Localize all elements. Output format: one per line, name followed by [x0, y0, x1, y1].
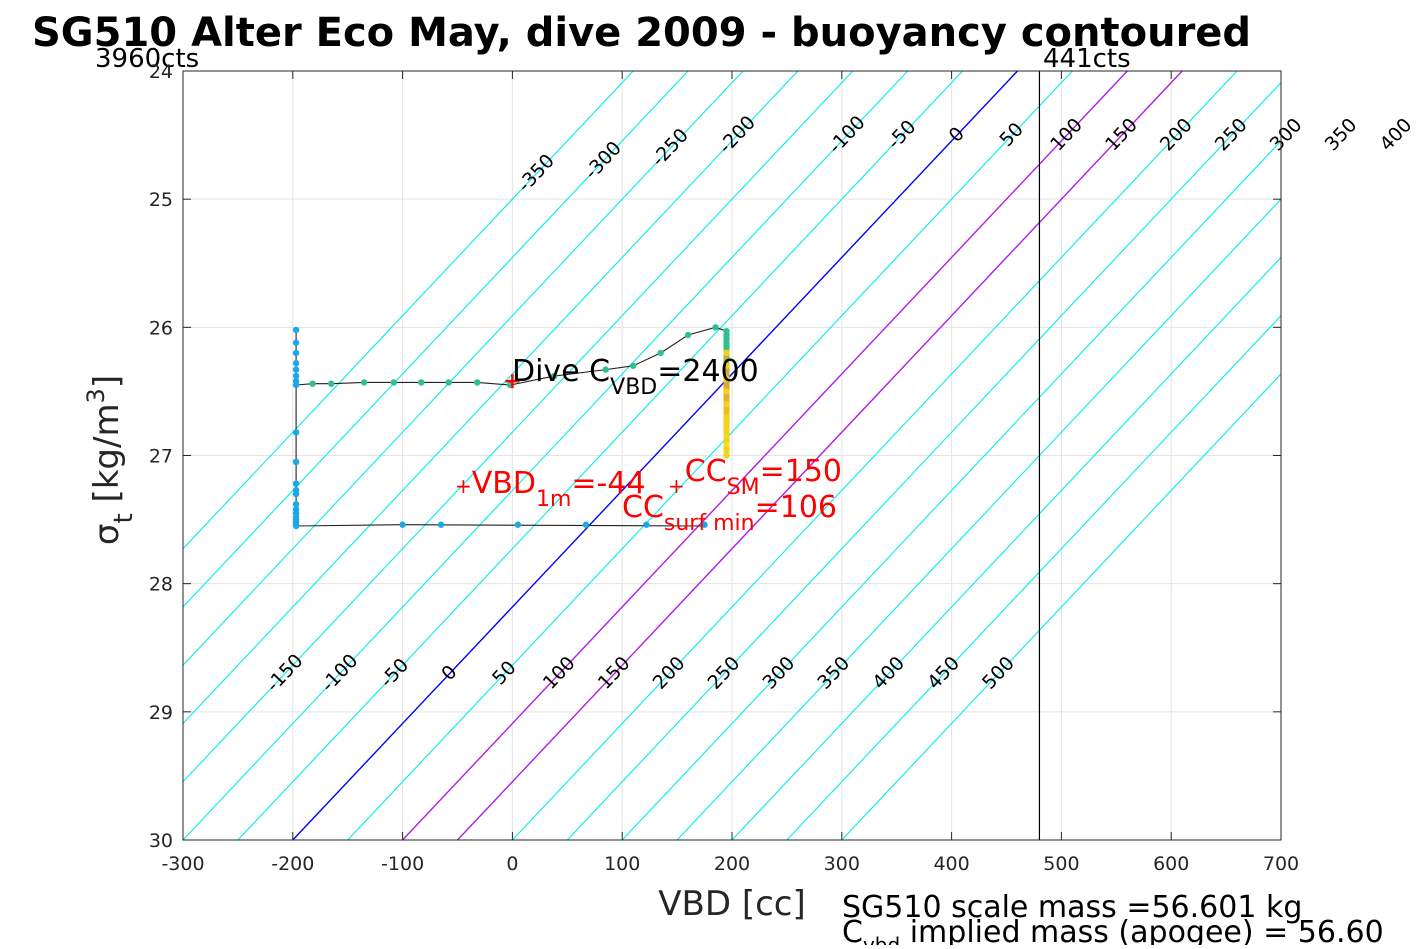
y-tick-label: 30 [149, 830, 173, 852]
x-tick-label: -200 [271, 853, 314, 875]
y-tick-label: 29 [149, 702, 173, 724]
data-point [550, 372, 558, 380]
cc-sm-annotation: +CCSM=150 [668, 454, 842, 500]
data-point [629, 362, 637, 369]
buoyancy-contour-line [237, 71, 963, 840]
data-point [292, 349, 300, 357]
cc-surf-min-annotation: CCsurf min=106 [622, 490, 837, 536]
data-point [309, 380, 316, 387]
footer-scale-mass: SG510 scale mass =56.601 kg [842, 890, 1302, 925]
y-tick-label: 24 [149, 61, 173, 83]
data-point [292, 429, 300, 436]
buoyancy-contour-line [621, 140, 1281, 840]
data-point [292, 501, 300, 508]
x-tick-label: 600 [1153, 853, 1189, 875]
buoyancy-contour-line [402, 71, 1128, 840]
vbd-1m-annotation: +VBD1m=-44 [455, 466, 646, 512]
data-point [701, 521, 708, 528]
x-axis-label: VBD [cc] [658, 884, 806, 924]
data-point [399, 521, 406, 528]
x-tick-label: -300 [161, 853, 204, 875]
y-axis-label: σt [kg/m3] [82, 375, 139, 545]
buoyancy-contour-line [731, 256, 1281, 840]
data-point [292, 490, 300, 498]
data-point [723, 413, 730, 421]
data-point [712, 324, 719, 331]
data-point [723, 420, 730, 427]
plot-area: -350 -300 -250 -200 -100 -50 0 50 100 150 200 250 30… [95, 44, 1416, 875]
x-tick-label: 500 [1043, 853, 1079, 875]
chart-title: SG510 Alter Eco May, dive 2009 - buoyanc… [32, 10, 1251, 56]
buoyancy-contour-line [511, 71, 1238, 840]
buoyancy-contour-line [183, 71, 689, 608]
data-point [723, 452, 730, 459]
data-point [723, 375, 730, 382]
data-point [657, 349, 664, 357]
buoyancy-contour-line [183, 71, 799, 725]
data-point [723, 426, 730, 434]
data-point [723, 388, 730, 395]
data-point [723, 362, 730, 369]
data-point [360, 379, 368, 386]
data-point [328, 380, 335, 387]
buoyancy-contour-line [183, 71, 634, 550]
x-tick-label: 0 [506, 853, 518, 875]
data-point [418, 379, 425, 386]
y-tick-label: 26 [149, 317, 173, 339]
data-point [437, 521, 445, 528]
buoyancy-contour-line [292, 71, 1018, 840]
x-tick-label: 200 [714, 853, 750, 875]
buoyancy-contour-line [183, 71, 854, 783]
x-tick-label: 300 [824, 853, 860, 875]
x-tick-label: 700 [1263, 853, 1299, 875]
data-point [292, 326, 300, 334]
data-point [292, 522, 300, 530]
y-tick-label: 25 [149, 189, 173, 211]
footer-implied-mass: Cvbd implied mass (apogee) = 56.60 [842, 915, 1384, 945]
data-point [514, 521, 522, 528]
buoyancy-contour-line [786, 314, 1281, 840]
buoyancy-contour-line [183, 71, 909, 840]
data-point [602, 366, 609, 373]
data-point [723, 445, 730, 453]
data-point [292, 366, 300, 373]
contour-label-top: 400 [1375, 114, 1416, 155]
data-point [292, 339, 300, 346]
buoyancy-contours [183, 71, 1281, 840]
data-point [292, 381, 300, 389]
dive-c-vbd-annotation: Dive CVBD=2400 [512, 354, 759, 400]
data-point [643, 521, 650, 528]
count-label-right: 441cts [1043, 44, 1131, 74]
vertical-colored-bar [723, 333, 730, 456]
svg-text:σt [kg/m3]: σt [kg/m3] [82, 375, 139, 545]
data-point [474, 379, 481, 386]
x-tick-label: -100 [381, 853, 424, 875]
buoyancy-contour-line [841, 373, 1281, 840]
data-point [292, 480, 300, 487]
x-tick-label: 100 [604, 853, 640, 875]
data-point [684, 331, 692, 339]
contour-label-top: 350 [1321, 114, 1362, 155]
data-point [723, 349, 730, 357]
data-point [292, 458, 300, 466]
data-point [445, 379, 452, 386]
y-tick-label: 27 [149, 446, 173, 468]
data-point [723, 436, 730, 444]
buoyancy-contour-line [456, 71, 1183, 840]
buoyancy-contour-line [347, 71, 1073, 840]
data-point [390, 379, 398, 386]
count-label-left: 3960cts [95, 44, 199, 74]
data-point [582, 521, 590, 528]
data-point [723, 401, 730, 408]
buoyancy-contour-line [566, 81, 1281, 840]
data-point [292, 360, 300, 367]
data-point [723, 343, 730, 350]
x-tick-label: 400 [933, 853, 969, 875]
buoyancy-contour-line [183, 71, 744, 667]
data-point [292, 372, 300, 380]
y-tick-label: 28 [149, 574, 173, 596]
